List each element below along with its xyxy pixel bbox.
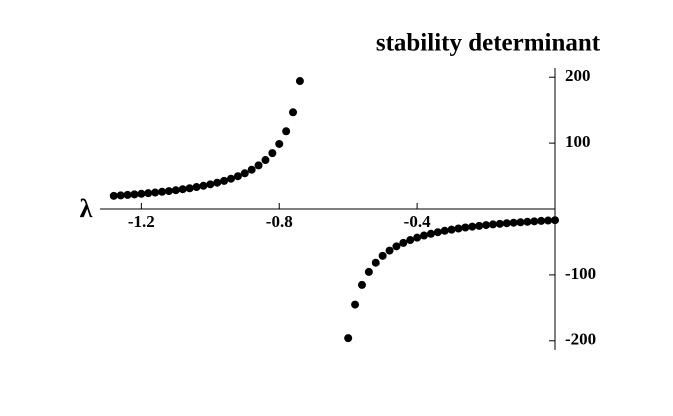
point xyxy=(447,225,456,234)
point xyxy=(516,218,525,227)
point xyxy=(399,238,408,247)
point xyxy=(468,222,477,231)
point xyxy=(551,216,559,225)
point xyxy=(371,258,380,267)
point xyxy=(213,178,222,187)
point xyxy=(461,223,470,232)
point xyxy=(420,231,429,240)
point xyxy=(392,242,401,251)
point xyxy=(440,226,449,235)
point xyxy=(275,139,284,148)
point xyxy=(185,184,194,193)
point xyxy=(544,216,553,225)
point xyxy=(116,191,125,200)
y-tick-label: 200 xyxy=(565,66,591,85)
point xyxy=(406,236,415,245)
point xyxy=(144,189,153,198)
point xyxy=(199,181,208,190)
point xyxy=(454,224,463,233)
y-tick-label: -100 xyxy=(565,264,596,283)
point xyxy=(357,280,366,289)
point xyxy=(426,229,435,238)
point xyxy=(502,219,511,228)
point xyxy=(240,169,249,178)
y-tick-label: -200 xyxy=(565,330,596,349)
point xyxy=(254,161,263,170)
point xyxy=(123,190,132,199)
point xyxy=(475,221,484,230)
y-tick-label: 100 xyxy=(565,132,591,151)
point xyxy=(530,217,539,226)
point xyxy=(206,180,215,189)
point xyxy=(151,188,160,197)
point xyxy=(482,221,491,230)
point xyxy=(289,108,298,117)
point xyxy=(130,190,139,199)
x-tick-label: -0.8 xyxy=(266,212,293,231)
point xyxy=(171,186,180,195)
point xyxy=(378,251,387,260)
point xyxy=(233,172,242,181)
point xyxy=(178,185,187,194)
point xyxy=(247,165,256,174)
point xyxy=(385,246,394,255)
point xyxy=(351,300,360,309)
point xyxy=(220,176,229,185)
point xyxy=(164,187,173,196)
point xyxy=(537,216,546,225)
point xyxy=(433,228,442,237)
point xyxy=(509,218,518,227)
point xyxy=(364,267,373,276)
point xyxy=(261,156,270,165)
point xyxy=(523,217,532,226)
point xyxy=(495,219,504,228)
point xyxy=(137,189,146,198)
point xyxy=(413,233,422,242)
x-tick-label: -0.4 xyxy=(404,212,431,231)
point xyxy=(226,174,235,183)
point xyxy=(192,183,201,192)
point xyxy=(282,127,291,136)
point xyxy=(488,220,497,229)
point xyxy=(295,77,304,86)
point xyxy=(109,191,118,200)
point xyxy=(268,149,277,158)
x-tick-label: -1.2 xyxy=(128,212,155,231)
x-axis-label: λ xyxy=(80,194,93,223)
point xyxy=(344,334,353,343)
chart-title: stability determinant xyxy=(376,30,601,57)
point xyxy=(158,187,167,196)
